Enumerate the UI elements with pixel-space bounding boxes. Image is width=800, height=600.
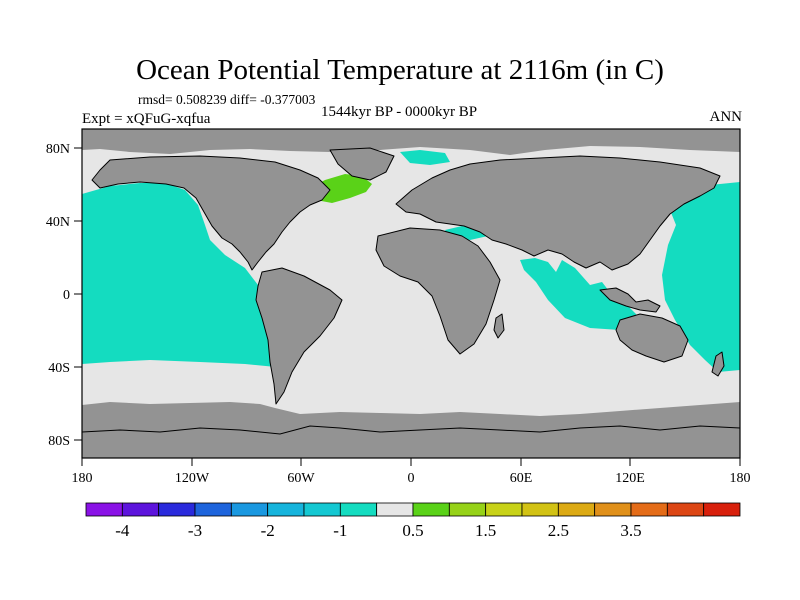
colorbar-label-4: 0.5 bbox=[402, 521, 423, 540]
lon-label-120e: 120E bbox=[615, 471, 645, 486]
lat-label-80s: 80S bbox=[48, 434, 70, 449]
latitude-axis: 80N 40N 0 40S 80S bbox=[46, 142, 82, 449]
colorbar-box-6 bbox=[303, 502, 341, 517]
colorbar-box-11 bbox=[485, 502, 523, 517]
land-australia bbox=[615, 313, 689, 363]
colorbar-box-8 bbox=[376, 502, 414, 517]
colorbar-box-2 bbox=[158, 502, 196, 517]
colorbar-label-0: -4 bbox=[115, 521, 130, 540]
colorbar-box-17 bbox=[703, 502, 741, 517]
colorbar-box-7 bbox=[339, 502, 378, 517]
lon-label-0: 0 bbox=[408, 471, 415, 486]
arctic-seas-anomaly bbox=[400, 150, 450, 165]
lat-label-0: 0 bbox=[63, 288, 70, 303]
antarctic-coastline bbox=[82, 425, 740, 435]
colorbar-box-5 bbox=[267, 502, 305, 517]
colorbar-label-6: 2.5 bbox=[548, 521, 569, 540]
pacific-anomaly-east bbox=[662, 182, 740, 372]
lat-label-40s: 40S bbox=[48, 361, 70, 376]
rmsd-diff-label: rmsd= 0.508239 diff= -0.377003 bbox=[138, 92, 316, 107]
colorbar-label-7: 3.5 bbox=[620, 521, 641, 540]
land-maritime-continent bbox=[599, 287, 661, 313]
plot-title: Ocean Potential Temperature at 2116m (in… bbox=[136, 54, 664, 86]
colorbar-box-9 bbox=[412, 502, 450, 517]
pacific-anomaly-west bbox=[82, 183, 276, 367]
colorbar-label-3: -1 bbox=[333, 521, 347, 540]
colorbar-label-1: -3 bbox=[188, 521, 202, 540]
arctic-land-mask bbox=[82, 129, 740, 155]
season-label: ANN bbox=[709, 109, 743, 125]
map-field bbox=[82, 129, 740, 458]
land-africa bbox=[375, 227, 501, 355]
land-eurasia bbox=[395, 155, 721, 271]
colorbar: -4 -3 -2 -1 0.5 1.5 2.5 3.5 bbox=[85, 502, 741, 540]
colorbar-box-4 bbox=[230, 502, 269, 517]
colorbar-box-13 bbox=[557, 502, 596, 517]
lat-label-80n: 80N bbox=[46, 142, 70, 157]
indian-ocean-anomaly bbox=[520, 258, 640, 330]
colorbar-box-1 bbox=[121, 502, 160, 517]
period-label: 1544kyr BP - 0000kyr BP bbox=[321, 104, 478, 120]
lon-label-120w: 120W bbox=[175, 471, 210, 486]
colorbar-box-15 bbox=[630, 502, 668, 517]
lat-label-40n: 40N bbox=[46, 215, 70, 230]
land-greenland bbox=[329, 147, 395, 181]
colorbar-box-12 bbox=[521, 502, 559, 517]
longitude-axis: 180 120W 60W 0 60E 120E 180 bbox=[72, 458, 751, 486]
colorbar-box-0 bbox=[85, 502, 123, 517]
lon-label-180w: 180 bbox=[72, 471, 93, 486]
colorbar-box-3 bbox=[194, 502, 232, 517]
colorbar-box-16 bbox=[666, 502, 705, 517]
colorbar-label-2: -2 bbox=[261, 521, 275, 540]
land-south-america bbox=[255, 267, 343, 405]
land-new-zealand bbox=[711, 351, 725, 377]
land-madagascar bbox=[493, 313, 505, 339]
colorbar-box-14 bbox=[594, 502, 632, 517]
lon-label-180e: 180 bbox=[730, 471, 751, 486]
colorbar-label-5: 1.5 bbox=[475, 521, 496, 540]
lon-label-60e: 60E bbox=[510, 471, 533, 486]
colorbar-box-10 bbox=[448, 502, 487, 517]
experiment-label: Expt = xQFuG-xqfua bbox=[82, 111, 211, 127]
land-north-america bbox=[91, 155, 331, 271]
lon-label-60w: 60W bbox=[287, 471, 315, 486]
